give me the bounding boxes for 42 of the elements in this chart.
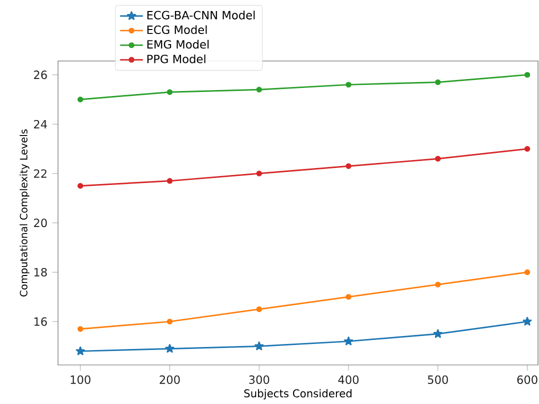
y-tick-label: 24 — [34, 120, 47, 128]
y-axis-title: Computational Complexity Levels — [20, 129, 30, 296]
point — [165, 344, 174, 353]
point — [166, 318, 173, 324]
y-tick-label: 18 — [34, 268, 47, 277]
legend-label: ECG-BA-CNN Model — [147, 10, 255, 20]
point — [166, 89, 173, 95]
point — [77, 326, 84, 332]
point — [435, 156, 441, 162]
y-tick-label: 20 — [34, 218, 47, 228]
x-axis-title: Subjects Considered — [244, 389, 352, 400]
point — [254, 342, 264, 350]
point — [522, 316, 532, 326]
point — [76, 346, 85, 356]
point — [435, 79, 441, 86]
y-tick-label: 16 — [34, 317, 47, 326]
point — [524, 72, 530, 78]
legend-label: EMG Model — [147, 40, 209, 49]
x-tick-label: 300 — [249, 375, 270, 384]
x-tick-label: 500 — [428, 375, 448, 384]
x-tick-label: 100 — [70, 375, 90, 384]
point — [256, 86, 262, 92]
point — [256, 170, 262, 176]
point — [77, 182, 84, 189]
point — [256, 306, 262, 312]
point — [344, 336, 354, 346]
point — [77, 96, 84, 102]
point — [346, 294, 352, 300]
x-tick-label: 200 — [160, 375, 180, 384]
point — [433, 329, 442, 338]
point — [524, 146, 530, 152]
point — [346, 82, 352, 88]
x-tick-label: 400 — [338, 375, 359, 384]
point — [435, 282, 441, 288]
legend-label: ECG Model — [147, 25, 207, 34]
legend-label: PPG Model — [147, 54, 206, 64]
y-tick-label: 26 — [34, 70, 47, 80]
point — [346, 163, 352, 169]
point — [524, 269, 530, 276]
point — [166, 178, 173, 184]
x-tick-label: 600 — [517, 375, 538, 384]
y-tick-label: 22 — [34, 169, 46, 178]
